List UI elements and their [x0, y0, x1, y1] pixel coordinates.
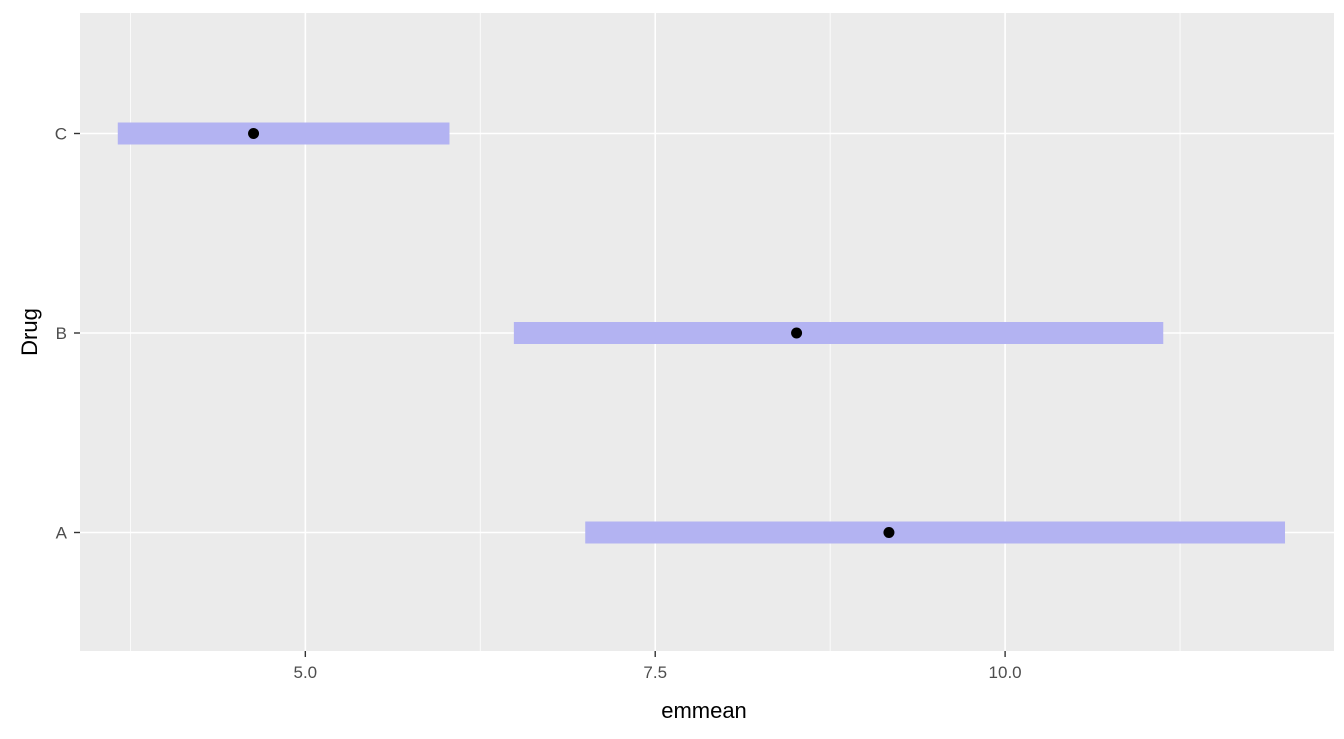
x-tick-label: 7.5: [643, 663, 667, 682]
interval-bar-b: [513, 322, 1164, 344]
estimate-points: [248, 128, 895, 538]
y-axis-title: Drug: [17, 308, 42, 356]
x-axis: 5.0 7.5 10.0: [294, 651, 1022, 682]
y-tick-label-c: C: [55, 125, 67, 144]
y-axis: A B C: [55, 125, 80, 543]
estimate-point-c: [248, 128, 260, 139]
x-tick-label: 10.0: [989, 663, 1022, 682]
x-tick-label: 5.0: [294, 663, 318, 682]
confidence-intervals: [117, 122, 1286, 544]
x-axis-title: emmean: [661, 698, 747, 723]
interval-bar-a: [585, 521, 1286, 544]
y-tick-label-a: A: [56, 524, 68, 543]
estimate-point-a: [883, 527, 895, 538]
y-tick-label-b: B: [56, 324, 67, 343]
estimate-point-b: [791, 327, 803, 339]
interval-bar-c: [117, 122, 450, 145]
